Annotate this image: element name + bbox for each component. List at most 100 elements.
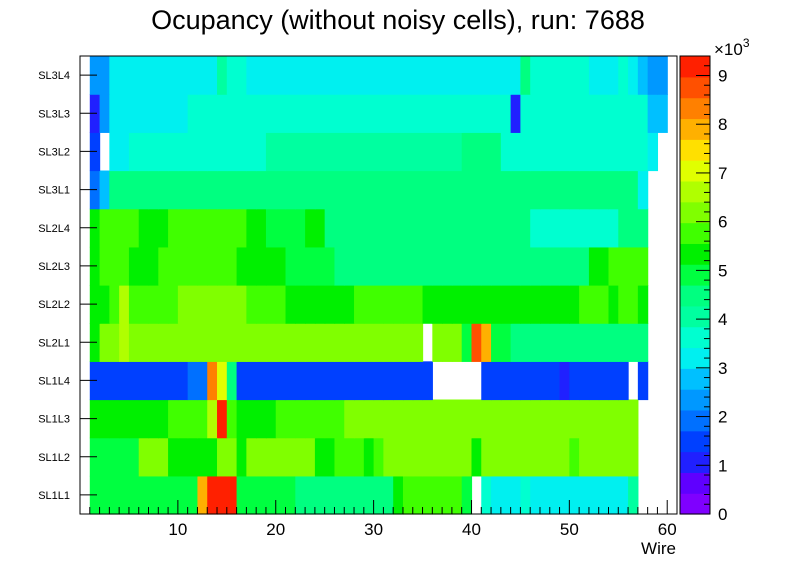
heatmap-cell — [275, 475, 287, 515]
y-tick-label: SL3L1 — [38, 185, 70, 197]
heatmap-cell — [344, 170, 355, 210]
heatmap-cell — [491, 475, 502, 515]
heatmap-cell — [539, 361, 551, 401]
heatmap-cell — [285, 132, 296, 172]
heatmap-cell — [402, 170, 414, 210]
heatmap-cell — [569, 361, 580, 401]
heatmap-cell — [402, 246, 414, 286]
heatmap-cell — [226, 285, 238, 324]
heatmap-cell — [598, 437, 610, 477]
heatmap-cell — [588, 323, 600, 362]
heatmap-cell — [559, 94, 570, 133]
heatmap-cell — [344, 399, 355, 439]
heatmap-cell — [344, 132, 355, 172]
heatmap-cell — [637, 323, 649, 362]
heatmap-cell — [530, 246, 541, 286]
palette-swatch — [680, 285, 710, 307]
heatmap-cell — [138, 246, 150, 286]
heatmap-cell — [363, 94, 375, 133]
heatmap-cell — [148, 208, 159, 248]
heatmap-cell — [520, 323, 531, 362]
heatmap-cell — [432, 285, 443, 324]
heatmap-cell — [549, 132, 561, 172]
heatmap-cell — [265, 94, 277, 133]
heatmap-cell — [187, 437, 199, 477]
heatmap-cell — [618, 94, 629, 133]
heatmap-cell — [344, 246, 355, 286]
heatmap-cell — [549, 170, 561, 210]
heatmap-cell — [168, 399, 179, 439]
heatmap-cell — [393, 94, 404, 133]
heatmap-cell — [207, 132, 218, 172]
heatmap-cell — [168, 475, 179, 515]
heatmap-cell — [471, 285, 482, 324]
heatmap-cell — [608, 170, 619, 210]
heatmap-cell — [148, 246, 159, 286]
heatmap-cell — [256, 437, 267, 477]
heatmap-cell — [510, 170, 522, 210]
heatmap-cell — [344, 94, 355, 133]
heatmap-cell — [393, 437, 404, 477]
heatmap-cell — [256, 361, 267, 401]
heatmap-cell — [432, 437, 443, 477]
heatmap-cell — [295, 323, 306, 362]
heatmap-cell — [373, 285, 384, 324]
heatmap-cell — [187, 246, 199, 286]
heatmap-cell — [226, 475, 238, 515]
heatmap-cell — [637, 246, 649, 286]
heatmap-cell — [197, 246, 208, 286]
heatmap-cell — [128, 170, 140, 210]
heatmap-cell — [109, 323, 120, 362]
heatmap-cell — [344, 285, 355, 324]
y-tick-label: SL1L2 — [38, 452, 70, 464]
heatmap-cell — [432, 132, 443, 172]
heatmap-cell — [305, 437, 316, 477]
heatmap-cell — [451, 56, 463, 95]
heatmap-cell — [314, 361, 326, 401]
heatmap-cell — [481, 56, 492, 95]
heatmap-cell — [99, 285, 110, 324]
heatmap-cell — [148, 361, 159, 401]
heatmap-cell — [158, 132, 169, 172]
heatmap-cell — [451, 399, 463, 439]
heatmap-cell — [608, 94, 619, 133]
heatmap-cell — [354, 94, 365, 133]
heatmap-cell — [158, 285, 169, 324]
heatmap-cell — [402, 437, 414, 477]
heatmap-cell — [275, 56, 287, 95]
heatmap-cell — [197, 323, 208, 362]
heatmap-cell — [128, 56, 140, 95]
heatmap-cell — [226, 170, 238, 210]
heatmap-cell — [128, 399, 140, 439]
heatmap-cell — [530, 94, 541, 133]
heatmap-cell — [539, 246, 551, 286]
y-tick-label: SL2L2 — [38, 299, 70, 311]
heatmap-cell — [354, 132, 365, 172]
x-tick-label: 10 — [168, 520, 187, 539]
heatmap-cell — [99, 399, 110, 439]
heatmap-cell — [412, 132, 424, 172]
heatmap-cell — [217, 399, 228, 439]
heatmap-cell — [168, 437, 179, 477]
heatmap-cell — [598, 361, 610, 401]
heatmap-cell — [628, 399, 639, 439]
heatmap-cell — [138, 208, 150, 248]
heatmap-cell — [461, 399, 473, 439]
heatmap-cell — [109, 399, 120, 439]
heatmap-cell — [187, 399, 199, 439]
heatmap-cell — [354, 170, 365, 210]
heatmap-cell — [177, 208, 189, 248]
heatmap-cell — [128, 437, 140, 477]
heatmap-cell — [579, 323, 590, 362]
heatmap-cell — [608, 285, 619, 324]
heatmap-cell — [442, 323, 453, 362]
heatmap-cell — [451, 323, 463, 362]
heatmap-cell — [373, 56, 384, 95]
heatmap-cell — [314, 94, 326, 133]
heatmap-cell — [305, 246, 316, 286]
heatmap-cell — [197, 399, 208, 439]
heatmap-cell — [569, 94, 580, 133]
heatmap-cell — [412, 285, 424, 324]
heatmap-cell — [138, 56, 150, 95]
heatmap-cell — [637, 94, 649, 133]
